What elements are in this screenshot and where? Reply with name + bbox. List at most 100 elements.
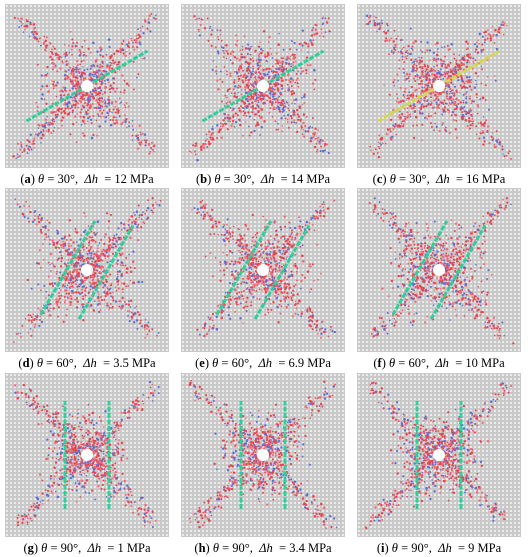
damage-particle xyxy=(79,238,81,240)
damage-particle xyxy=(219,280,221,282)
damage-particle xyxy=(239,317,242,320)
damage-particle xyxy=(119,69,121,71)
damage-particle xyxy=(73,249,75,251)
damage-particle xyxy=(313,69,316,72)
damage-particle xyxy=(400,275,402,277)
damage-particle xyxy=(459,92,460,93)
damage-particle xyxy=(397,238,399,240)
damage-particle xyxy=(460,85,462,87)
damage-particle xyxy=(136,46,138,48)
damage-particle xyxy=(39,37,41,39)
damage-particle xyxy=(403,123,405,125)
damage-particle xyxy=(420,242,422,244)
damage-particle xyxy=(413,63,415,65)
damage-particle xyxy=(67,285,68,286)
damage-particle xyxy=(64,102,66,104)
damage-particle xyxy=(450,82,452,84)
damage-particle xyxy=(261,249,262,250)
damage-particle xyxy=(310,126,312,128)
damage-particle xyxy=(137,134,139,136)
damage-particle xyxy=(35,102,36,103)
damage-particle xyxy=(74,299,75,300)
damage-particle xyxy=(109,111,110,112)
damage-particle xyxy=(76,231,78,233)
damage-particle xyxy=(410,28,412,30)
damage-particle xyxy=(292,315,294,317)
damage-particle xyxy=(53,62,56,65)
damage-particle xyxy=(241,291,243,293)
damage-particle xyxy=(284,90,286,92)
damage-particle xyxy=(117,108,119,110)
damage-particle xyxy=(99,242,101,244)
damage-particle xyxy=(266,284,268,286)
damage-particle xyxy=(282,253,284,255)
damage-particle xyxy=(420,108,422,110)
damage-particle xyxy=(231,92,233,94)
damage-particle xyxy=(287,114,289,116)
damage-particle xyxy=(296,109,298,111)
damage-particle xyxy=(270,303,272,305)
damage-particle xyxy=(477,113,479,115)
damage-particle xyxy=(41,93,44,96)
damage-particle xyxy=(409,73,411,75)
damage-particle xyxy=(120,101,122,103)
damage-particle xyxy=(75,66,78,69)
damage-particle xyxy=(241,79,243,81)
damage-particle xyxy=(267,54,269,56)
damage-particle xyxy=(71,39,73,41)
damage-particle xyxy=(245,47,248,50)
damage-particle xyxy=(250,282,251,283)
damage-particle xyxy=(409,80,410,81)
damage-particle xyxy=(111,112,112,113)
damage-particle xyxy=(108,309,110,311)
damage-particle xyxy=(98,255,100,257)
damage-particle xyxy=(418,57,420,59)
damage-particle xyxy=(153,144,155,146)
damage-particle xyxy=(125,285,127,287)
damage-particle xyxy=(302,133,304,135)
damage-particle xyxy=(386,212,388,214)
damage-particle xyxy=(446,91,448,93)
damage-particle xyxy=(254,107,256,109)
damage-particle xyxy=(272,243,274,245)
damage-particle xyxy=(449,96,451,98)
damage-particle xyxy=(315,138,317,140)
damage-particle xyxy=(127,310,128,311)
damage-particle xyxy=(246,115,248,117)
damage-particle xyxy=(144,213,146,215)
damage-particle xyxy=(115,286,117,288)
damage-particle xyxy=(424,247,426,249)
damage-particle xyxy=(264,287,266,289)
damage-particle xyxy=(397,80,399,82)
damage-particle xyxy=(209,136,211,138)
damage-particle xyxy=(90,289,92,291)
damage-particle xyxy=(92,275,95,278)
damage-particle xyxy=(93,309,95,311)
damage-particle xyxy=(137,28,139,30)
damage-particle xyxy=(260,52,262,54)
damage-particle xyxy=(245,105,247,107)
panel-caption-a: (a) θ = 30°, Δh = 12 MPa xyxy=(0,170,175,188)
damage-particle xyxy=(139,131,141,133)
damage-particle xyxy=(312,136,314,138)
damage-particle xyxy=(258,61,260,63)
damage-particle xyxy=(421,112,423,114)
damage-particle xyxy=(217,88,220,91)
damage-particle xyxy=(200,148,203,151)
damage-particle xyxy=(466,76,468,78)
damage-particle xyxy=(35,32,38,35)
damage-particle xyxy=(97,248,98,249)
damage-particle xyxy=(488,142,490,144)
damage-particle xyxy=(30,328,32,330)
damage-particle xyxy=(227,90,229,92)
damage-particle xyxy=(220,264,221,265)
damage-particle xyxy=(209,218,211,220)
damage-particle xyxy=(209,27,211,29)
damage-particle xyxy=(88,245,90,247)
damage-particle xyxy=(106,292,108,294)
damage-particle xyxy=(268,298,270,300)
damage-particle xyxy=(485,301,487,303)
damage-particle xyxy=(287,119,289,121)
damage-particle xyxy=(47,229,49,231)
damage-particle xyxy=(373,211,375,213)
